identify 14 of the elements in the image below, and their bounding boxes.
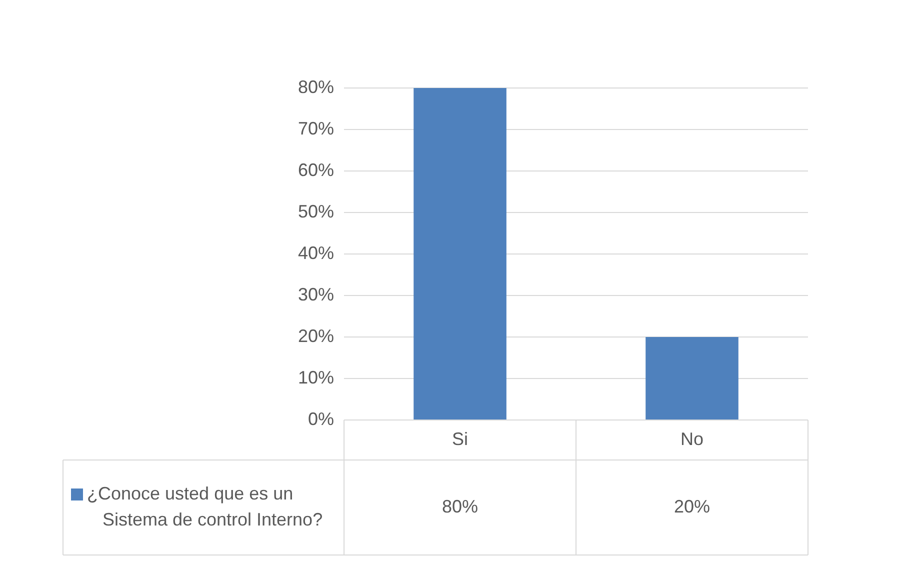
y-tick-label: 70%	[298, 118, 334, 138]
y-tick-label: 20%	[298, 326, 334, 346]
y-tick-label: 10%	[298, 367, 334, 388]
y-tick-label: 0%	[308, 408, 334, 429]
x-tick-label: Si	[452, 428, 468, 449]
y-tick-label: 30%	[298, 284, 334, 304]
x-tick-label: No	[680, 428, 704, 449]
data-label: 20%	[674, 496, 710, 516]
y-tick-label: 50%	[298, 201, 334, 222]
y-tick-label: 60%	[298, 160, 334, 180]
y-tick-label: 80%	[298, 76, 334, 97]
data-label: 80%	[442, 496, 478, 516]
y-tick-label: 40%	[298, 242, 334, 263]
legend-label: ¿Conoce usted que es un Sistema de control Interno?	[87, 483, 323, 530]
